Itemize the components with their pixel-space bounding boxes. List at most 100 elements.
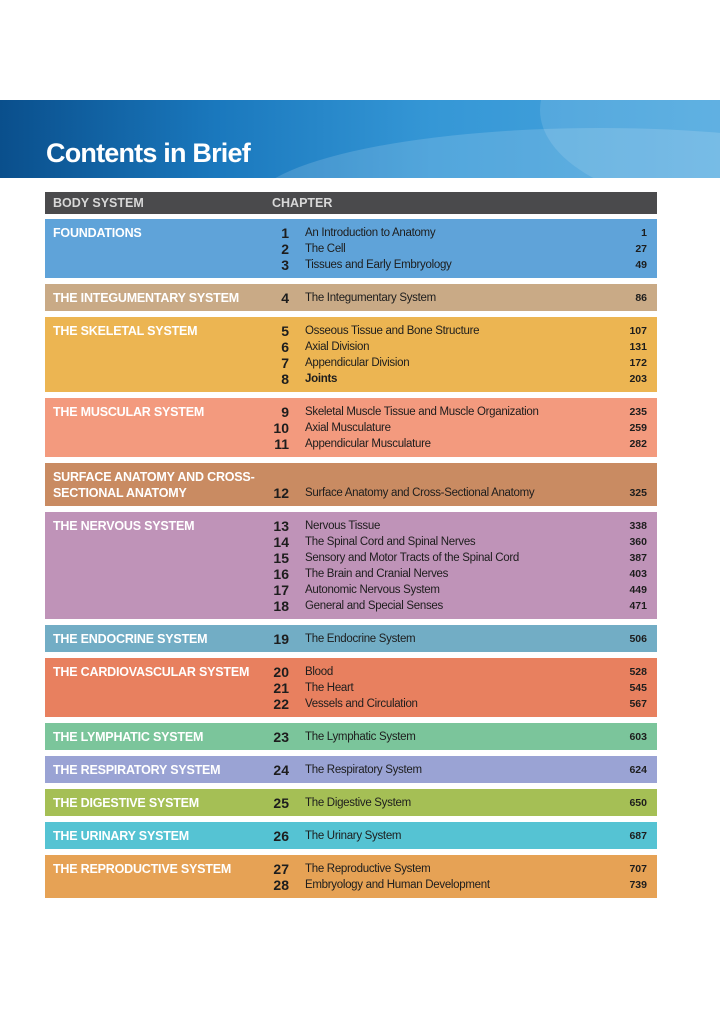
chapter-page: 471: [629, 600, 647, 612]
chapter-entry[interactable]: 18 General and Special Senses 471: [267, 598, 657, 614]
chapter-number: 11: [274, 436, 289, 452]
chapter-title[interactable]: The Reproductive System: [305, 863, 431, 875]
chapter-list: 1 An Introduction to Anatomy 1 2 The Cell 27 3…: [267, 225, 657, 273]
system-row: THE DIGESTIVE SYSTEM 25 The Digestive Syst…: [45, 789, 657, 816]
chapter-title[interactable]: The Respiratory System: [305, 764, 422, 776]
chapter-entry[interactable]: 16 The Brain and Cranial Nerves 403: [267, 566, 657, 582]
chapter-page: 707: [629, 863, 647, 875]
chapter-number: 16: [273, 566, 289, 582]
chapter-entry[interactable]: 8 Joints 203: [267, 371, 657, 387]
chapter-page: 1: [641, 227, 647, 239]
chapter-title[interactable]: Appendicular Musculature: [305, 438, 431, 450]
chapter-page: 131: [629, 341, 647, 353]
chapter-entry[interactable]: 13 Nervous Tissue 338: [267, 518, 657, 534]
system-row: THE INTEGUMENTARY SYSTEM 4 The Integumenta…: [45, 284, 657, 311]
chapter-entry[interactable]: 24 The Respiratory System 624: [267, 762, 657, 778]
chapter-entry[interactable]: 4 The Integumentary System 86: [267, 290, 657, 306]
chapter-title[interactable]: Skeletal Muscle Tissue and Muscle Organi…: [305, 406, 539, 418]
chapter-title[interactable]: The Urinary System: [305, 830, 402, 842]
chapter-number: 24: [273, 762, 289, 778]
chapter-title[interactable]: Vessels and Circulation: [305, 698, 418, 710]
chapter-entry[interactable]: 23 The Lymphatic System 603: [267, 729, 657, 745]
chapter-entry[interactable]: 20 Blood 528: [267, 664, 657, 680]
chapter-title[interactable]: Joints: [305, 373, 338, 385]
chapter-title[interactable]: The Integumentary System: [305, 292, 436, 304]
chapter-title[interactable]: The Endocrine System: [305, 633, 416, 645]
chapter-number: 10: [273, 420, 289, 436]
chapter-entry[interactable]: 12 Surface Anatomy and Cross-Sectional An…: [267, 485, 657, 501]
chapter-title[interactable]: The Brain and Cranial Nerves: [305, 568, 449, 580]
chapter-title[interactable]: The Spinal Cord and Spinal Nerves: [305, 536, 476, 548]
chapter-title[interactable]: The Digestive System: [305, 797, 411, 809]
chapter-page: 282: [629, 438, 647, 450]
system-row: THE MUSCULAR SYSTEM 9 Skeletal Muscle Tiss…: [45, 398, 657, 457]
header-body-system: BODY SYSTEM: [53, 196, 144, 210]
chapter-entry[interactable]: 3 Tissues and Early Embryology 49: [267, 257, 657, 273]
chapter-page: 387: [629, 552, 647, 564]
chapter-number: 13: [273, 518, 289, 534]
system-name: THE ENDOCRINE SYSTEM: [53, 632, 208, 646]
chapter-list: 12 Surface Anatomy and Cross-Sectional An…: [267, 469, 657, 501]
chapter-list: 26 The Urinary System 687: [267, 828, 657, 844]
chapter-title[interactable]: Sensory and Motor Tracts of the Spinal C…: [305, 552, 520, 564]
chapter-number: 14: [273, 534, 289, 550]
chapter-entry[interactable]: 22 Vessels and Circulation 567: [267, 696, 657, 712]
chapter-number: 20: [273, 664, 289, 680]
chapter-page: 27: [635, 243, 647, 255]
chapter-title[interactable]: The Lymphatic System: [305, 731, 416, 743]
chapter-title[interactable]: Axial Division: [305, 341, 370, 353]
chapter-entry[interactable]: 17 Autonomic Nervous System 449: [267, 582, 657, 598]
chapter-title[interactable]: Surface Anatomy and Cross-Sectional Anat…: [305, 487, 535, 499]
chapter-entry[interactable]: 2 The Cell 27: [267, 241, 657, 257]
table-header: BODY SYSTEM CHAPTER: [45, 192, 657, 214]
chapter-entry[interactable]: 15 Sensory and Motor Tracts of the Spinal…: [267, 550, 657, 566]
chapter-title[interactable]: General and Special Senses: [305, 600, 443, 612]
chapter-page: 259: [629, 422, 647, 434]
chapter-title[interactable]: Appendicular Division: [305, 357, 410, 369]
system-row: FOUNDATIONS 1 An Introduction to Anatomy 1 2…: [45, 219, 657, 278]
chapter-list: 19 The Endocrine System 506: [267, 631, 657, 647]
system-row: THE REPRODUCTIVE SYSTEM 27 The Reproductiv…: [45, 855, 657, 898]
chapter-entry[interactable]: 25 The Digestive System 650: [267, 795, 657, 811]
chapter-title[interactable]: Axial Musculature: [305, 422, 391, 434]
chapter-title[interactable]: Embryology and Human Development: [305, 879, 490, 891]
chapter-entry[interactable]: 21 The Heart 545: [267, 680, 657, 696]
chapter-list: 23 The Lymphatic System 603: [267, 729, 657, 745]
chapter-entry[interactable]: 27 The Reproductive System 707: [267, 861, 657, 877]
chapter-title[interactable]: Autonomic Nervous System: [305, 584, 440, 596]
chapter-list: 13 Nervous Tissue 338 14 The Spinal Cord and…: [267, 518, 657, 614]
chapter-title[interactable]: Tissues and Early Embryology: [305, 259, 452, 271]
chapter-title[interactable]: Osseous Tissue and Bone Structure: [305, 325, 480, 337]
chapter-entry[interactable]: 5 Osseous Tissue and Bone Structure 107: [267, 323, 657, 339]
header-chapter: CHAPTER: [272, 196, 333, 210]
chapter-list: 20 Blood 528 21 The Heart 545 22 Vessels and Ci…: [267, 664, 657, 712]
chapter-entry[interactable]: 9 Skeletal Muscle Tissue and Muscle Organ…: [267, 404, 657, 420]
chapter-number: 4: [281, 290, 289, 306]
system-name: THE URINARY SYSTEM: [53, 829, 189, 843]
chapter-page: 403: [629, 568, 647, 580]
chapter-entry[interactable]: 26 The Urinary System 687: [267, 828, 657, 844]
chapter-entry[interactable]: 10 Axial Musculature 259: [267, 420, 657, 436]
chapter-number: 1: [281, 225, 289, 241]
chapter-entry[interactable]: 11 Appendicular Musculature 282: [267, 436, 657, 452]
chapter-entry[interactable]: 19 The Endocrine System 506: [267, 631, 657, 647]
chapter-list: 27 The Reproductive System 707 28 Embryology…: [267, 861, 657, 893]
chapter-entry[interactable]: 28 Embryology and Human Development 739: [267, 877, 657, 893]
chapter-entry[interactable]: 6 Axial Division 131: [267, 339, 657, 355]
chapter-entry[interactable]: 1 An Introduction to Anatomy 1: [267, 225, 657, 241]
chapter-title[interactable]: An Introduction to Anatomy: [305, 227, 436, 239]
chapter-title[interactable]: The Heart: [305, 682, 354, 694]
system-name: THE CARDIOVASCULAR SYSTEM: [53, 665, 250, 679]
chapter-number: 27: [273, 861, 289, 877]
chapter-page: 360: [629, 536, 647, 548]
chapter-entry[interactable]: 7 Appendicular Division 172: [267, 355, 657, 371]
chapter-title[interactable]: Blood: [305, 666, 333, 678]
contents-table: BODY SYSTEM CHAPTER FOUNDATIONS 1 An Intro…: [45, 192, 657, 904]
chapter-number: 25: [273, 795, 289, 811]
chapter-entry[interactable]: 14 The Spinal Cord and Spinal Nerves 360: [267, 534, 657, 550]
system-name: THE SKELETAL SYSTEM: [53, 324, 198, 338]
chapter-page: 545: [629, 682, 647, 694]
chapter-number: 22: [273, 696, 289, 712]
chapter-title[interactable]: Nervous Tissue: [305, 520, 381, 532]
chapter-title[interactable]: The Cell: [305, 243, 346, 255]
